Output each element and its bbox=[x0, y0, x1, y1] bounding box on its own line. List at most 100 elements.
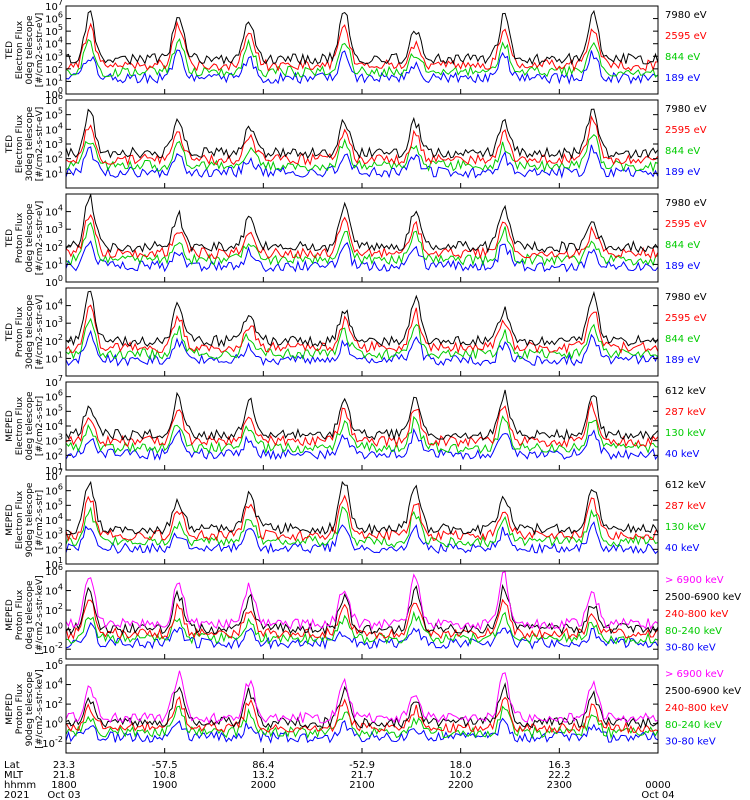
panel-6-plot-area bbox=[65, 480, 659, 555]
panel-4-plot-area bbox=[65, 290, 659, 367]
y-tick-label: 100 bbox=[45, 274, 63, 289]
y-tick-label: 104 bbox=[45, 121, 63, 136]
x-tick-label: 22.2 bbox=[548, 770, 570, 781]
series-line-3-1 bbox=[65, 194, 659, 254]
x-tick-label: 1800 bbox=[51, 780, 76, 791]
y-tick-label: 104 bbox=[45, 677, 63, 692]
series-line-3-2 bbox=[65, 214, 659, 260]
legend-label: > 6900 keV bbox=[665, 575, 724, 586]
panel-7-plot-area bbox=[65, 571, 659, 650]
y-tick-label: 102 bbox=[45, 541, 63, 556]
legend-label: 844 eV bbox=[665, 240, 700, 251]
x-axis-row-label: Lat bbox=[4, 760, 20, 771]
legend-label: 80-240 keV bbox=[665, 720, 722, 731]
y-tick-label: 103 bbox=[45, 433, 63, 448]
legend-label: 30-80 keV bbox=[665, 737, 716, 748]
legend-label: 7980 eV bbox=[665, 198, 707, 209]
series-line-1-1 bbox=[65, 9, 659, 66]
series-line-3-3 bbox=[65, 221, 659, 267]
legend-label: 40 keV bbox=[665, 543, 699, 554]
y-tick-label: 101 bbox=[45, 256, 63, 271]
panel-3-plot-area bbox=[65, 194, 659, 273]
series-line-4-1 bbox=[65, 290, 659, 348]
legend-label: 130 keV bbox=[665, 522, 706, 533]
x-tick-label: 16.3 bbox=[548, 760, 570, 771]
legend-label: 287 keV bbox=[665, 501, 706, 512]
legend-label: 30-80 keV bbox=[665, 643, 716, 654]
y-axis-label: MEPEDElectron Flux0deg telescope[#/cm2-s… bbox=[5, 391, 45, 461]
panel-1-plot-area bbox=[65, 9, 659, 85]
series-line-5-3 bbox=[65, 415, 659, 455]
legend-label: 844 eV bbox=[665, 52, 700, 63]
panel-2-plot-area bbox=[65, 108, 659, 179]
legend-label: 240-800 keV bbox=[665, 609, 729, 620]
y-tick-label: 103 bbox=[45, 527, 63, 542]
y-tick-label: 104 bbox=[45, 583, 63, 598]
x-tick-label: 2000 bbox=[251, 780, 276, 791]
legend-label: 189 eV bbox=[665, 73, 700, 84]
x-tick-label: -52.9 bbox=[349, 760, 375, 771]
x-tick-label: 23.3 bbox=[53, 760, 75, 771]
y-tick-label: 104 bbox=[45, 512, 63, 527]
y-tick-label: 102 bbox=[45, 447, 63, 462]
y-tick-label: 101 bbox=[45, 165, 63, 180]
x-axis-row-label: 2021 bbox=[4, 790, 29, 800]
y-tick-label: 102 bbox=[45, 239, 63, 254]
legend-label: 40 keV bbox=[665, 449, 699, 460]
series-line-5-2 bbox=[65, 400, 659, 449]
y-tick-label: 106 bbox=[45, 657, 63, 672]
series-line-6-3 bbox=[65, 506, 659, 548]
x-tick-label: 0000 bbox=[645, 780, 670, 791]
series-line-2-2 bbox=[65, 115, 659, 167]
legend-label: 2500-6900 keV bbox=[665, 592, 741, 603]
legend-label: 612 keV bbox=[665, 386, 706, 397]
series-line-7-4 bbox=[65, 610, 659, 646]
legend-label: 612 keV bbox=[665, 480, 706, 491]
panel-5-plot-area bbox=[65, 389, 659, 461]
x-tick-label: -57.5 bbox=[152, 760, 178, 771]
x-tick-label: 13.2 bbox=[252, 770, 274, 781]
series-line-8-4 bbox=[65, 705, 659, 740]
y-tick-label: 102 bbox=[45, 151, 63, 166]
x-tick-label: 2100 bbox=[349, 780, 374, 791]
series-line-1-4 bbox=[65, 49, 659, 85]
y-axis-label: MEPEDElectron Flux90deg telescope[#/cm2-… bbox=[5, 482, 45, 557]
series-line-4-4 bbox=[65, 329, 659, 367]
series-line-6-4 bbox=[65, 521, 659, 555]
legend-label: 2595 eV bbox=[665, 125, 707, 136]
legend-label: 844 eV bbox=[665, 146, 700, 157]
y-tick-label: 100 bbox=[45, 622, 63, 637]
legend-label: > 6900 keV bbox=[665, 669, 724, 680]
y-axis-label: TEDProton Flux30deg telescope[#/cm2-s-st… bbox=[5, 294, 45, 369]
y-axis-label: TEDProton Flux0deg telescope[#/cm2-s-str… bbox=[5, 201, 45, 276]
x-tick-label: Oct 04 bbox=[641, 790, 674, 800]
series-line-8-2 bbox=[65, 682, 659, 730]
panel-8-plot-area bbox=[65, 670, 659, 744]
panel-frame bbox=[65, 287, 659, 377]
legend-label: 80-240 keV bbox=[665, 626, 722, 637]
x-tick-label: 1900 bbox=[152, 780, 177, 791]
series-line-5-1 bbox=[65, 389, 659, 441]
x-tick-label: 10.8 bbox=[154, 770, 176, 781]
series-line-4-2 bbox=[65, 304, 659, 355]
y-tick-label: 102 bbox=[45, 333, 63, 348]
legend-label: 240-800 keV bbox=[665, 703, 729, 714]
legend-label: 844 eV bbox=[665, 334, 700, 345]
y-tick-label: 105 bbox=[45, 497, 63, 512]
legend-label: 7980 eV bbox=[665, 292, 707, 303]
x-tick-label: 10.2 bbox=[450, 770, 472, 781]
series-line-7-5 bbox=[65, 621, 659, 650]
series-line-4-3 bbox=[65, 317, 659, 361]
y-tick-label: 106 bbox=[45, 389, 63, 404]
series-line-8-1 bbox=[65, 670, 659, 725]
x-axis-row-label: MLT bbox=[4, 770, 24, 781]
x-axis-row-label: hhmm bbox=[4, 780, 36, 791]
y-tick-label: 105 bbox=[45, 403, 63, 418]
legend-label: 2595 eV bbox=[665, 313, 707, 324]
y-tick-label: 102 bbox=[45, 602, 63, 617]
